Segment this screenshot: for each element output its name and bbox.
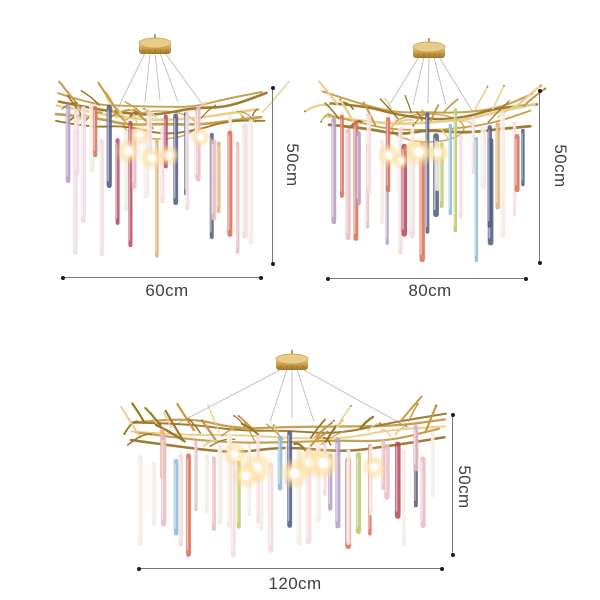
dimension-endpoint-dot <box>326 276 330 281</box>
width-dimension-label-60: 60cm <box>145 281 189 300</box>
width-dimension-label-120: 120cm <box>268 574 322 593</box>
dimension-endpoint-dot <box>270 86 275 90</box>
height-dimension-line-120 <box>450 413 455 557</box>
dimension-endpoint-dot <box>270 262 275 266</box>
width-dimension-line-80 <box>326 276 528 281</box>
dimension-endpoint-dot <box>450 413 455 417</box>
height-dimension-line-80 <box>537 89 542 265</box>
dimension-endpoint-dot <box>537 261 542 265</box>
chandelier-120cm-illustration <box>120 350 447 558</box>
height-dimension-label-120: 50cm <box>455 465 474 509</box>
height-dimension-line-60 <box>270 86 275 266</box>
height-dimension-label-80: 50cm <box>551 144 570 188</box>
dimension-endpoint-dot <box>450 553 455 557</box>
dimension-endpoint-dot <box>137 566 141 571</box>
dimension-endpoint-dot <box>440 566 444 571</box>
dimension-endpoint-dot <box>259 275 263 280</box>
dimension-endpoint-dot <box>537 89 542 93</box>
width-dimension-line-60 <box>61 275 263 280</box>
dimension-endpoint-dot <box>524 276 528 281</box>
height-dimension-label-60: 50cm <box>283 143 302 187</box>
chandelier-80cm-illustration <box>303 38 547 263</box>
width-dimension-line-120 <box>137 566 444 571</box>
width-dimension-label-80: 80cm <box>408 281 452 300</box>
chandelier-60cm-illustration <box>54 34 290 258</box>
dimension-endpoint-dot <box>61 275 65 280</box>
